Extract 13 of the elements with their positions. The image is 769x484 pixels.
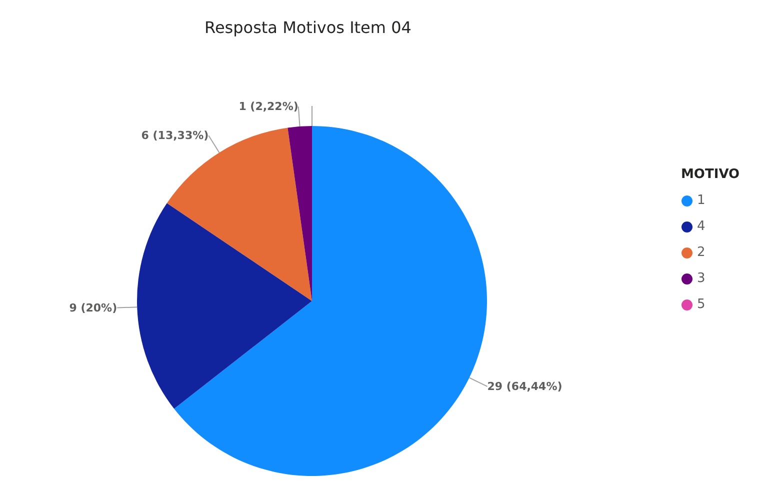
legend-label: 4 bbox=[697, 219, 706, 234]
legend-label: 2 bbox=[697, 245, 706, 260]
pie-slice bbox=[288, 126, 312, 301]
legend-label: 5 bbox=[697, 297, 706, 312]
pie-slice bbox=[137, 203, 312, 409]
legend-title: MOTIVO bbox=[681, 166, 741, 182]
data-label: 9 (20%) bbox=[69, 301, 118, 314]
legend-label: 1 bbox=[697, 193, 706, 208]
data-label: 6 (13,33%) bbox=[141, 129, 209, 142]
data-label: 29 (64,44%) bbox=[487, 380, 562, 393]
data-label: 1 (2,22%) bbox=[238, 100, 298, 113]
chart-title: Resposta Motivos Item 04 bbox=[204, 18, 412, 37]
legend-label: 3 bbox=[697, 271, 706, 286]
